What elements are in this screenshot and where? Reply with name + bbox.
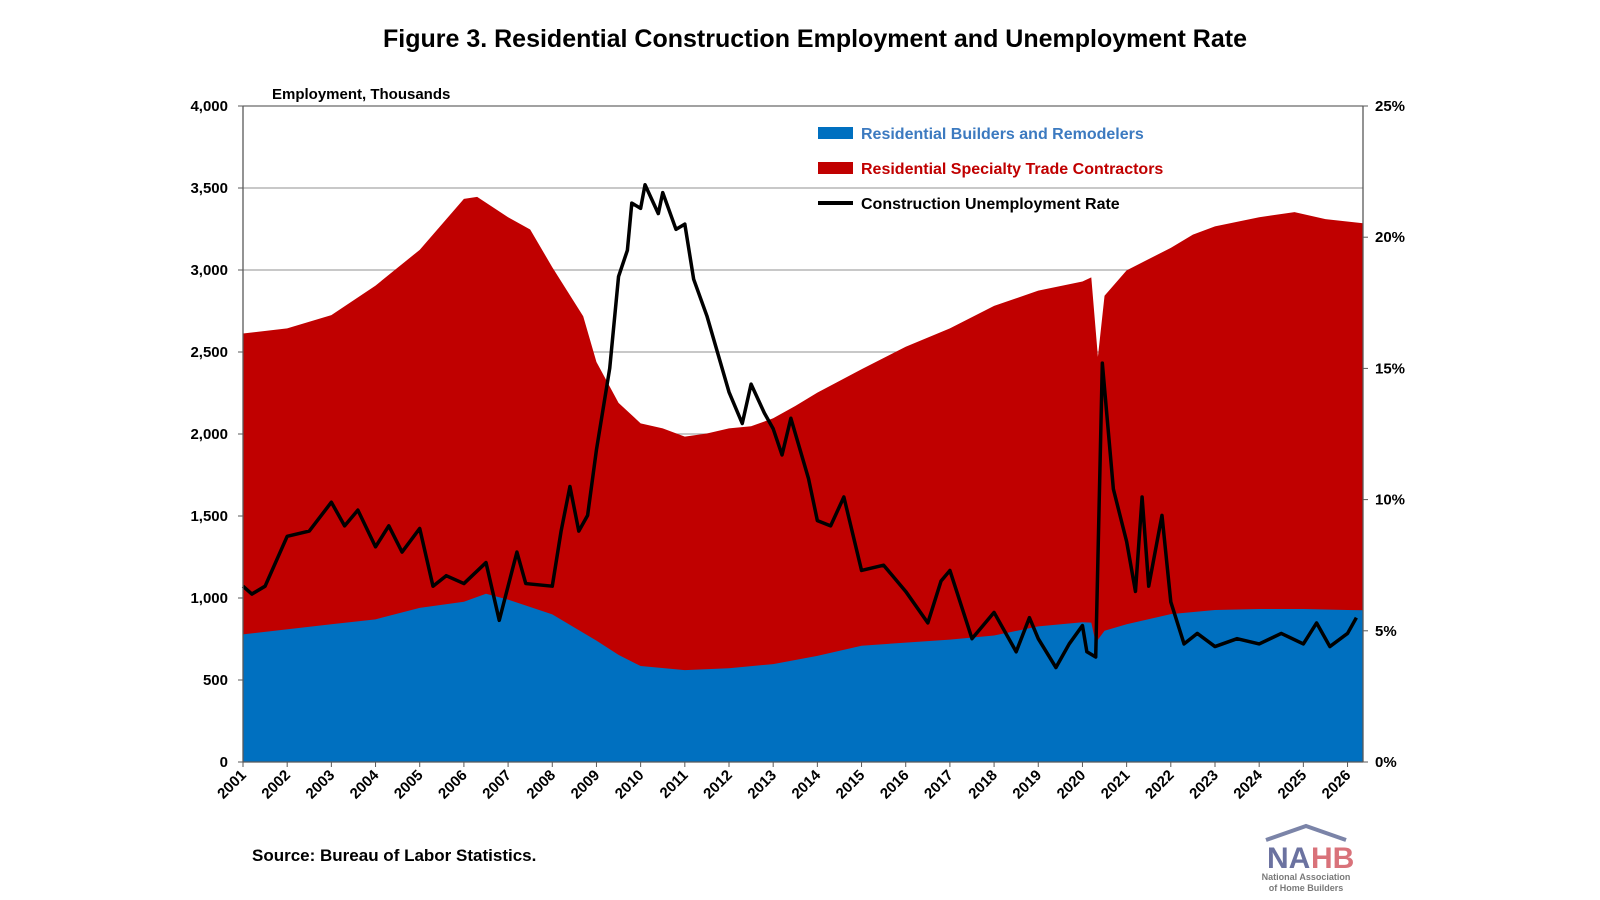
legend-label: Residential Builders and Remodelers: [861, 126, 1144, 143]
y2-tick-label: 15%: [1375, 360, 1405, 377]
x-tick-label: 2008: [523, 767, 559, 803]
x-tick-label: 2011: [657, 767, 692, 802]
y-tick-label: 1,500: [190, 508, 228, 525]
x-tick-label: 2010: [612, 767, 648, 803]
x-tick-label: 2003: [303, 767, 339, 803]
x-tick-label: 2001: [214, 767, 250, 803]
x-tick-label: 2022: [1142, 767, 1178, 803]
x-tick-label: 2026: [1319, 767, 1355, 803]
x-tick-label: 2021: [1098, 767, 1134, 803]
x-tick-label: 2015: [833, 767, 869, 803]
logo-subtitle-2: of Home Builders: [1269, 883, 1344, 893]
y-tick-label: 500: [203, 672, 228, 689]
x-tick-label: 2025: [1275, 767, 1311, 803]
line-construction-unemployment-rate: [241, 182, 1358, 670]
x-tick-label: 2012: [700, 767, 736, 803]
y-tick-label: 4,000: [190, 98, 228, 115]
y-tick-label: 3,500: [190, 180, 228, 197]
x-tick-label: 2002: [258, 767, 294, 803]
y2-tick-label: 5%: [1375, 623, 1397, 640]
x-tick-label: 2020: [1054, 767, 1090, 803]
source-note: Source: Bureau of Labor Statistics.: [252, 846, 536, 865]
x-tick-label: 2005: [391, 767, 427, 803]
y-axis-label: Employment, Thousands: [272, 86, 450, 103]
x-tick-label: 2017: [921, 767, 957, 803]
y-tick-label: 1,000: [190, 590, 228, 607]
nahb-logo: NA HB National Association of Home Build…: [1262, 823, 1354, 893]
y-tick-label: 2,000: [190, 426, 228, 443]
y-tick-label: 0: [220, 754, 228, 771]
x-tick-label: 2014: [789, 766, 825, 802]
logo-text-hb: HB: [1311, 842, 1354, 875]
x-tick-label: 2007: [479, 767, 515, 803]
logo-subtitle-1: National Association: [1262, 872, 1351, 882]
y2-tick-label: 25%: [1375, 98, 1405, 115]
x-tick-label: 2006: [435, 767, 471, 803]
legend-label: Residential Specialty Trade Contractors: [861, 161, 1163, 178]
y2-tick-label: 0%: [1375, 754, 1397, 771]
logo-text: NA: [1267, 842, 1310, 875]
logo-roof-icon: [1265, 823, 1347, 842]
x-tick-label: 2013: [744, 767, 780, 803]
x-tick-label: 2023: [1186, 767, 1222, 803]
x-tick-label: 2016: [877, 767, 913, 803]
x-tick-label: 2024: [1230, 766, 1266, 802]
legend-label: Construction Unemployment Rate: [861, 196, 1120, 213]
y2-tick-label: 20%: [1375, 229, 1405, 246]
y2-tick-label: 10%: [1375, 492, 1405, 509]
chart-title: Figure 3. Residential Construction Emplo…: [383, 25, 1247, 53]
legend-swatch: [818, 162, 853, 174]
x-tick-label: 2019: [1009, 767, 1045, 803]
x-tick-label: 2004: [347, 766, 383, 802]
legend-swatch: [818, 127, 853, 139]
x-tick-label: 2009: [568, 767, 604, 803]
x-tick-label: 2018: [965, 767, 1001, 803]
y-tick-label: 2,500: [190, 344, 228, 361]
y-tick-label: 3,000: [190, 262, 228, 279]
